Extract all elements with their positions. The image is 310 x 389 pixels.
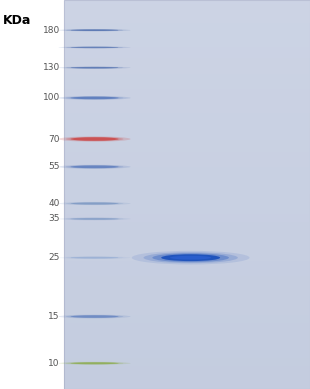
Ellipse shape — [66, 29, 123, 31]
Ellipse shape — [71, 47, 118, 48]
Ellipse shape — [59, 67, 131, 69]
Ellipse shape — [66, 96, 123, 100]
Ellipse shape — [59, 315, 131, 319]
Text: KDa: KDa — [3, 14, 32, 26]
Text: 25: 25 — [48, 253, 60, 262]
Ellipse shape — [66, 137, 123, 141]
Ellipse shape — [66, 202, 123, 205]
Ellipse shape — [71, 97, 118, 99]
Text: 100: 100 — [42, 93, 60, 102]
Text: 40: 40 — [48, 199, 60, 208]
Ellipse shape — [66, 218, 123, 220]
Ellipse shape — [66, 47, 123, 48]
Ellipse shape — [71, 202, 118, 205]
Ellipse shape — [59, 362, 131, 365]
FancyBboxPatch shape — [64, 0, 310, 389]
Ellipse shape — [59, 46, 131, 49]
Ellipse shape — [66, 315, 123, 318]
Text: 35: 35 — [48, 214, 60, 223]
Ellipse shape — [170, 256, 211, 259]
Ellipse shape — [59, 165, 131, 169]
Ellipse shape — [161, 254, 220, 261]
Text: 15: 15 — [48, 312, 60, 321]
Ellipse shape — [71, 165, 118, 168]
Ellipse shape — [71, 67, 118, 68]
Ellipse shape — [59, 202, 131, 205]
Ellipse shape — [71, 257, 118, 259]
Ellipse shape — [66, 165, 123, 168]
Ellipse shape — [71, 315, 118, 318]
Ellipse shape — [59, 137, 131, 142]
Ellipse shape — [71, 362, 118, 364]
Ellipse shape — [66, 257, 123, 259]
Ellipse shape — [132, 251, 250, 265]
Ellipse shape — [59, 96, 131, 100]
Text: 70: 70 — [48, 135, 60, 144]
Ellipse shape — [144, 252, 238, 263]
Text: 130: 130 — [42, 63, 60, 72]
Ellipse shape — [71, 30, 118, 31]
Ellipse shape — [59, 217, 131, 220]
Text: 55: 55 — [48, 162, 60, 171]
Ellipse shape — [66, 362, 123, 364]
Ellipse shape — [153, 253, 229, 262]
Ellipse shape — [66, 67, 123, 68]
Text: 180: 180 — [42, 26, 60, 35]
Text: 10: 10 — [48, 359, 60, 368]
Ellipse shape — [71, 137, 118, 141]
Ellipse shape — [71, 218, 118, 220]
Ellipse shape — [59, 29, 131, 32]
Ellipse shape — [59, 256, 131, 259]
